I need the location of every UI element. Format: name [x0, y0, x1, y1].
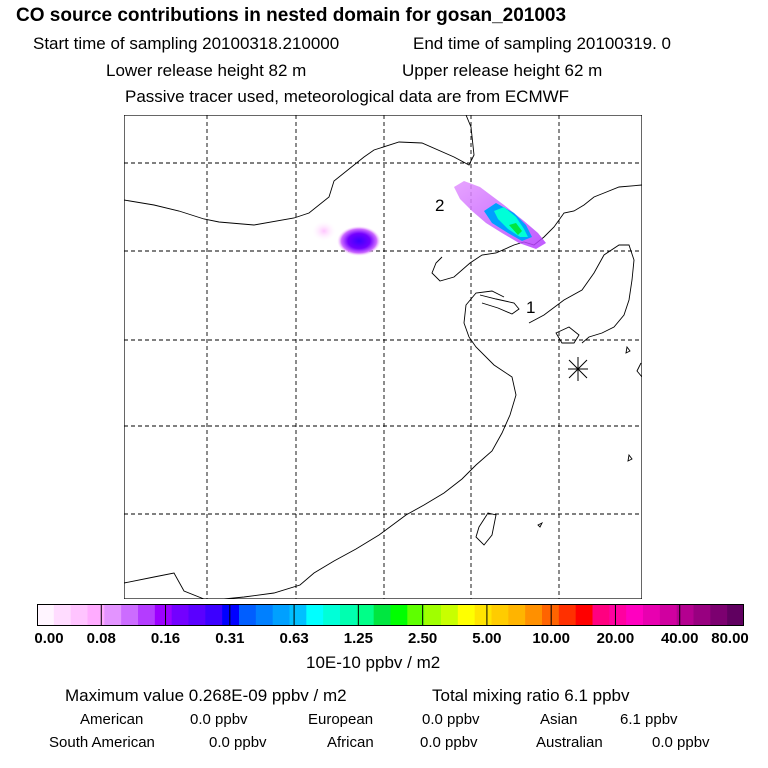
region-european-value: 0.0 ppbv — [422, 711, 480, 728]
colorbar-frame — [37, 604, 744, 626]
colorbar-swatch — [188, 604, 206, 626]
colorbar-tick-label: 5.00 — [472, 630, 502, 647]
region-asian-value: 6.1 ppbv — [620, 711, 678, 728]
colorbar-tick-label: 0.08 — [86, 630, 116, 647]
colorbar-swatch — [138, 604, 156, 626]
colorbar-swatch — [255, 604, 274, 626]
colorbar-swatch — [289, 604, 307, 626]
region-south-american-value: 0.0 ppbv — [209, 734, 267, 751]
colorbar-ticks: 0.00 0.08 0.16 0.31 0.63 1.25 2.50 5.00 10.00 20.… — [0, 630, 768, 650]
colorbar-tick-label: 10.00 — [532, 630, 570, 647]
colorbar-swatch — [575, 604, 593, 626]
colorbar-swatch — [659, 604, 678, 626]
colorbar-swatch — [424, 604, 442, 626]
colorbar-swatch — [53, 604, 72, 626]
start-time-label: Start time of sampling 20100318.210000 — [33, 34, 340, 53]
upper-release-label: Upper release height 62 m — [402, 61, 603, 80]
colorbar-swatch — [626, 604, 644, 626]
colorbar-swatch — [154, 604, 173, 626]
colorbar-swatch — [70, 604, 88, 626]
map-frame — [124, 115, 642, 599]
colorbar-swatch — [222, 604, 240, 626]
map-label-2: 2 — [435, 196, 444, 215]
colorbar — [37, 604, 744, 626]
colorbar-swatch — [356, 604, 375, 626]
colorbar-tick-label: 0.00 — [34, 630, 64, 647]
colorbar-swatch — [525, 604, 543, 626]
co-plumes — [312, 181, 546, 256]
colorbar-swatch — [474, 604, 492, 626]
region-american-value: 0.0 ppbv — [190, 711, 248, 728]
asterisk-icon — [568, 357, 588, 381]
colorbar-swatch — [457, 604, 476, 626]
colorbar-units: 10E-10 ppbv / m2 — [306, 653, 441, 672]
colorbar-swatch — [121, 604, 139, 626]
colorbar-swatch — [104, 604, 122, 626]
region-asian-name: Asian — [540, 711, 578, 728]
colorbar-swatch — [239, 604, 257, 626]
region-american-name: American — [80, 711, 144, 728]
colorbar-tick-label: 0.63 — [279, 630, 309, 647]
region-australian-name: Australian — [536, 734, 603, 751]
colorbar-swatch — [542, 604, 560, 626]
end-time-label: End time of sampling 20100319. 0 — [413, 34, 672, 53]
region-australian-value: 0.0 ppbv — [652, 734, 710, 751]
colorbar-swatch — [407, 604, 425, 626]
colorbar-swatch — [390, 604, 408, 626]
colorbar-swatch — [727, 604, 744, 626]
colorbar-tick-label: 20.00 — [596, 630, 635, 647]
map-label-1: 1 — [526, 298, 535, 317]
colorbar-swatch — [87, 604, 105, 626]
colorbar-swatch — [558, 604, 577, 626]
colorbar-tick-label: 0.16 — [150, 630, 181, 647]
total-mixing-label: Total mixing ratio 6.1 ppbv — [432, 686, 630, 705]
colorbar-tick-label: 2.50 — [408, 630, 438, 647]
plot-title: CO source contributions in nested domain… — [16, 5, 567, 26]
region-european-name: European — [308, 711, 374, 728]
coastlines-borders — [124, 115, 642, 599]
colorbar-swatch — [306, 604, 324, 626]
colorbar-swatch — [643, 604, 661, 626]
region-south-american-name: South American — [49, 734, 155, 751]
colorbar-swatch — [609, 604, 627, 626]
region-african-name: African — [327, 734, 374, 751]
colorbar-swatch — [441, 604, 459, 626]
colorbar-tick-label: 80.00 — [711, 630, 749, 647]
colorbar-swatch — [693, 604, 711, 626]
colorbar-swatch — [340, 604, 358, 626]
colorbar-swatch — [37, 604, 55, 626]
lower-release-label: Lower release height 82 m — [106, 61, 307, 80]
colorbar-swatch — [676, 604, 694, 626]
colorbar-swatch — [171, 604, 189, 626]
map-panel: 2 1 — [124, 115, 642, 599]
colorbar-swatch — [592, 604, 610, 626]
colorbar-swatch — [508, 604, 526, 626]
colorbar-swatch — [272, 604, 290, 626]
colorbar-tick-label: 1.25 — [343, 630, 373, 647]
max-value-label: Maximum value 0.268E-09 ppbv / m2 — [65, 686, 347, 705]
tracer-note: Passive tracer used, meteorological data… — [125, 87, 570, 106]
region-african-value: 0.0 ppbv — [420, 734, 478, 751]
colorbar-swatch — [491, 604, 509, 626]
colorbar-tick-label: 0.31 — [215, 630, 245, 647]
colorbar-swatch — [373, 604, 391, 626]
colorbar-swatch — [710, 604, 728, 626]
colorbar-swatch — [205, 604, 223, 626]
colorbar-swatch — [323, 604, 341, 626]
colorbar-tick-label: 40.00 — [660, 630, 699, 647]
